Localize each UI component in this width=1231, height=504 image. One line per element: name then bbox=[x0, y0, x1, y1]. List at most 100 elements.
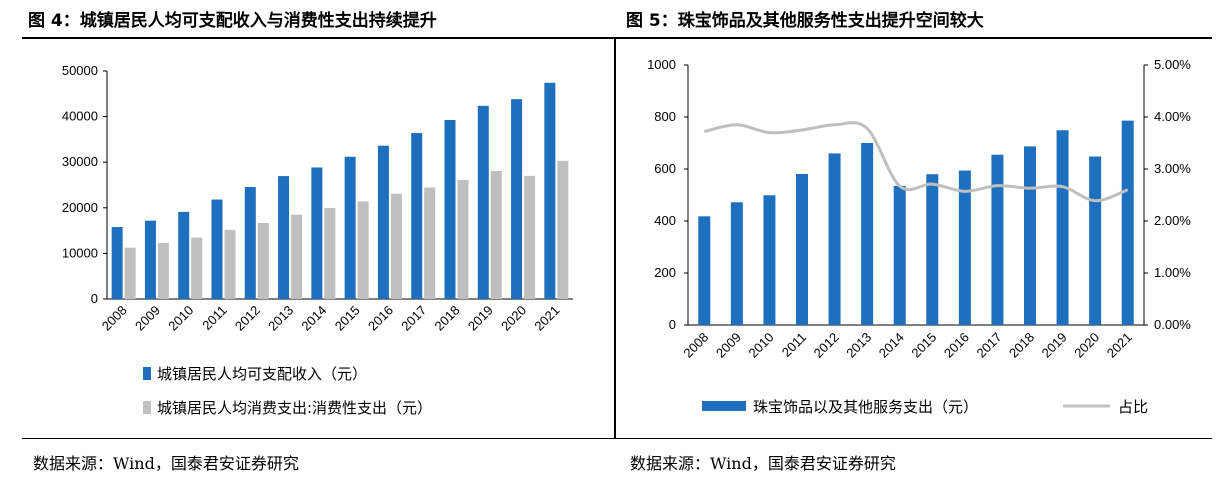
x-tick-label: 2010 bbox=[165, 303, 196, 334]
bar-consumption bbox=[124, 247, 136, 299]
x-tick-label: 2009 bbox=[713, 330, 744, 361]
legend-swatch bbox=[143, 401, 151, 414]
x-tick-label: 2008 bbox=[680, 330, 711, 361]
y-left-tick-label: 800 bbox=[654, 109, 676, 124]
x-tick-label: 2013 bbox=[265, 303, 296, 334]
y-tick-label: 30000 bbox=[62, 154, 98, 169]
bar-income bbox=[278, 176, 290, 299]
legend-label-bars: 珠宝饰品以及其他服务支出（元） bbox=[753, 398, 978, 416]
bottom-rule bbox=[22, 438, 1212, 439]
top-rule bbox=[22, 37, 1212, 39]
legend-label: 城镇居民人均消费支出:消费性支出（元） bbox=[157, 399, 432, 417]
bar-income bbox=[244, 186, 256, 299]
legend-swatch bbox=[143, 367, 151, 380]
middle-divider bbox=[614, 37, 616, 439]
y-left-tick-label: 600 bbox=[654, 161, 676, 176]
bar-income bbox=[477, 105, 489, 299]
bar-jewelry-spending bbox=[893, 185, 906, 325]
left-source-note: 数据来源：Wind，国泰君安证券研究 bbox=[33, 454, 299, 473]
x-tick-label: 2012 bbox=[811, 330, 842, 361]
bar-income bbox=[411, 133, 423, 299]
bar-income bbox=[444, 120, 456, 299]
bar-jewelry-spending bbox=[958, 170, 971, 325]
x-tick-label: 2018 bbox=[1006, 330, 1037, 361]
legend-label-line: 占比 bbox=[1118, 398, 1148, 416]
x-tick-label: 2019 bbox=[1039, 330, 1070, 361]
x-tick-label: 2018 bbox=[432, 303, 463, 334]
x-tick-label: 2017 bbox=[398, 303, 429, 334]
y-tick-label: 50000 bbox=[62, 63, 98, 78]
y-right-tick-label: 0.00% bbox=[1154, 317, 1191, 332]
bar-jewelry-spending bbox=[698, 216, 711, 325]
bar-jewelry-spending bbox=[1056, 130, 1069, 325]
bar-consumption bbox=[557, 160, 569, 299]
y-right-tick-label: 2.00% bbox=[1154, 213, 1191, 228]
x-tick-label: 2014 bbox=[876, 330, 907, 361]
x-tick-label: 2021 bbox=[1104, 330, 1135, 361]
x-tick-label: 2014 bbox=[298, 303, 329, 334]
bar-consumption bbox=[324, 207, 336, 299]
right-chart: 0 200 400 600 800 1000 0.00% 1.00% 2.00% 3.00% 4.0… bbox=[647, 57, 1191, 416]
x-tick-label: 2013 bbox=[843, 330, 874, 361]
x-tick-label: 2020 bbox=[498, 303, 529, 334]
right-figure-title: 图 5：珠宝饰品及其他服务性支出提升空间较大 bbox=[626, 11, 984, 31]
bar-consumption bbox=[390, 193, 402, 299]
x-tick-label: 2020 bbox=[1071, 330, 1102, 361]
x-tick-label: 2016 bbox=[941, 330, 972, 361]
bar-income bbox=[344, 156, 356, 299]
x-tick-label: 2015 bbox=[908, 330, 939, 361]
x-tick-label: 2016 bbox=[365, 303, 396, 334]
bar-jewelry-spending bbox=[763, 195, 776, 325]
bar-income bbox=[311, 167, 323, 299]
y-left-tick-label: 1000 bbox=[647, 57, 676, 72]
bar-income bbox=[111, 227, 123, 299]
bar-consumption bbox=[457, 179, 469, 299]
bar-jewelry-spending bbox=[796, 173, 808, 325]
bar-income bbox=[511, 99, 523, 299]
x-tick-label: 2011 bbox=[199, 303, 229, 333]
bar-jewelry-spending bbox=[1121, 120, 1134, 325]
y-tick-label: 0 bbox=[91, 291, 98, 306]
bar-jewelry-spending bbox=[828, 153, 841, 325]
x-tick-label: 2011 bbox=[779, 330, 809, 360]
bar-income bbox=[544, 82, 556, 300]
x-tick-label: 2008 bbox=[99, 303, 130, 334]
legend-label: 城镇居民人均可支配收入（元） bbox=[157, 365, 367, 383]
y-left-tick-label: 400 bbox=[654, 213, 676, 228]
right-source-note: 数据来源：Wind，国泰君安证券研究 bbox=[630, 454, 896, 473]
y-right-tick-label: 5.00% bbox=[1154, 57, 1191, 72]
bar-jewelry-spending bbox=[1089, 156, 1102, 325]
y-tick-label: 20000 bbox=[62, 200, 98, 215]
x-tick-label: 2012 bbox=[232, 303, 263, 334]
legend-swatch-bars bbox=[702, 401, 746, 411]
bar-consumption bbox=[424, 187, 436, 299]
x-tick-label: 2021 bbox=[531, 303, 562, 334]
bar-jewelry-spending bbox=[861, 143, 874, 325]
left-figure-title: 图 4：城镇居民人均可支配收入与消费性支出持续提升 bbox=[28, 11, 437, 31]
bar-income bbox=[211, 199, 223, 299]
bar-income bbox=[178, 211, 190, 299]
bar-jewelry-spending bbox=[730, 202, 743, 325]
bar-jewelry-spending bbox=[926, 174, 939, 325]
bar-consumption bbox=[157, 243, 169, 299]
bar-consumption bbox=[224, 229, 236, 299]
x-tick-label: 2015 bbox=[332, 303, 363, 334]
x-tick-label: 2017 bbox=[973, 330, 1004, 361]
bar-consumption bbox=[257, 222, 269, 299]
y-tick-label: 10000 bbox=[62, 245, 98, 260]
bar-income bbox=[144, 220, 156, 299]
y-left-tick-label: 200 bbox=[654, 265, 676, 280]
bar-income bbox=[377, 145, 389, 299]
bar-consumption bbox=[524, 175, 536, 299]
bar-consumption bbox=[357, 201, 369, 299]
y-left-tick-label: 0 bbox=[669, 317, 676, 332]
bar-consumption bbox=[191, 237, 203, 299]
line-share-ratio bbox=[703, 121, 1129, 203]
bar-consumption bbox=[490, 171, 502, 299]
y-right-tick-label: 3.00% bbox=[1154, 161, 1191, 176]
bar-jewelry-spending bbox=[991, 154, 1004, 325]
bar-jewelry-spending bbox=[1024, 146, 1036, 325]
y-right-tick-label: 4.00% bbox=[1154, 109, 1191, 124]
bar-consumption bbox=[291, 214, 303, 299]
